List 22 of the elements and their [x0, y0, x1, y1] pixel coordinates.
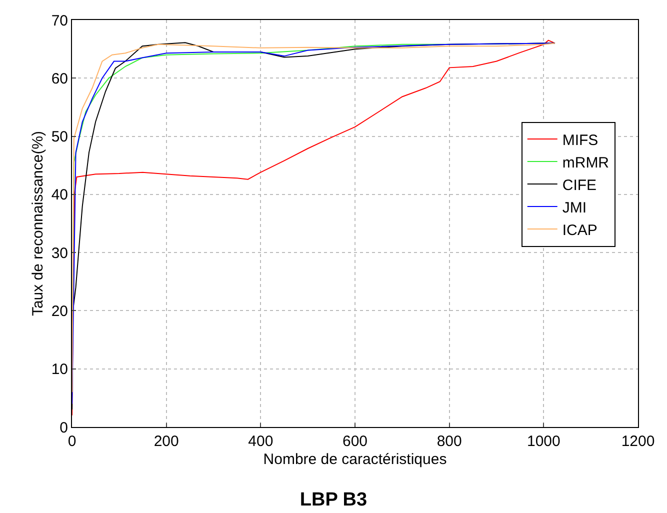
x-tick-label: 400: [248, 433, 274, 450]
legend-label: MIFS: [562, 132, 598, 149]
x-tick-label: 1200: [621, 433, 655, 450]
y-tick-label: 0: [60, 419, 68, 436]
x-tick-label: 800: [436, 433, 462, 450]
y-tick-label: 20: [51, 302, 68, 320]
y-axis-title: Taux de reconnaissance(%): [30, 130, 47, 316]
y-tick-label: 10: [51, 361, 68, 378]
x-tick-label: 200: [154, 433, 179, 450]
x-tick-label: 1000: [526, 433, 560, 450]
x-tick-label: 600: [342, 433, 368, 450]
y-tick-label: 60: [51, 70, 68, 88]
y-tick-label: 40: [51, 186, 68, 204]
legend-label: ICAP: [562, 222, 598, 239]
x-axis-title: Nombre de caractéristiques: [263, 451, 447, 468]
y-tick-label: 50: [51, 128, 68, 146]
y-tick-label: 30: [51, 244, 68, 262]
legend-label: CIFE: [562, 176, 597, 194]
legend-label: JMI: [562, 199, 587, 216]
legend-label: mRMR: [562, 154, 610, 172]
y-tick-label: 70: [51, 12, 68, 30]
text: LBP B3: [300, 489, 368, 510]
